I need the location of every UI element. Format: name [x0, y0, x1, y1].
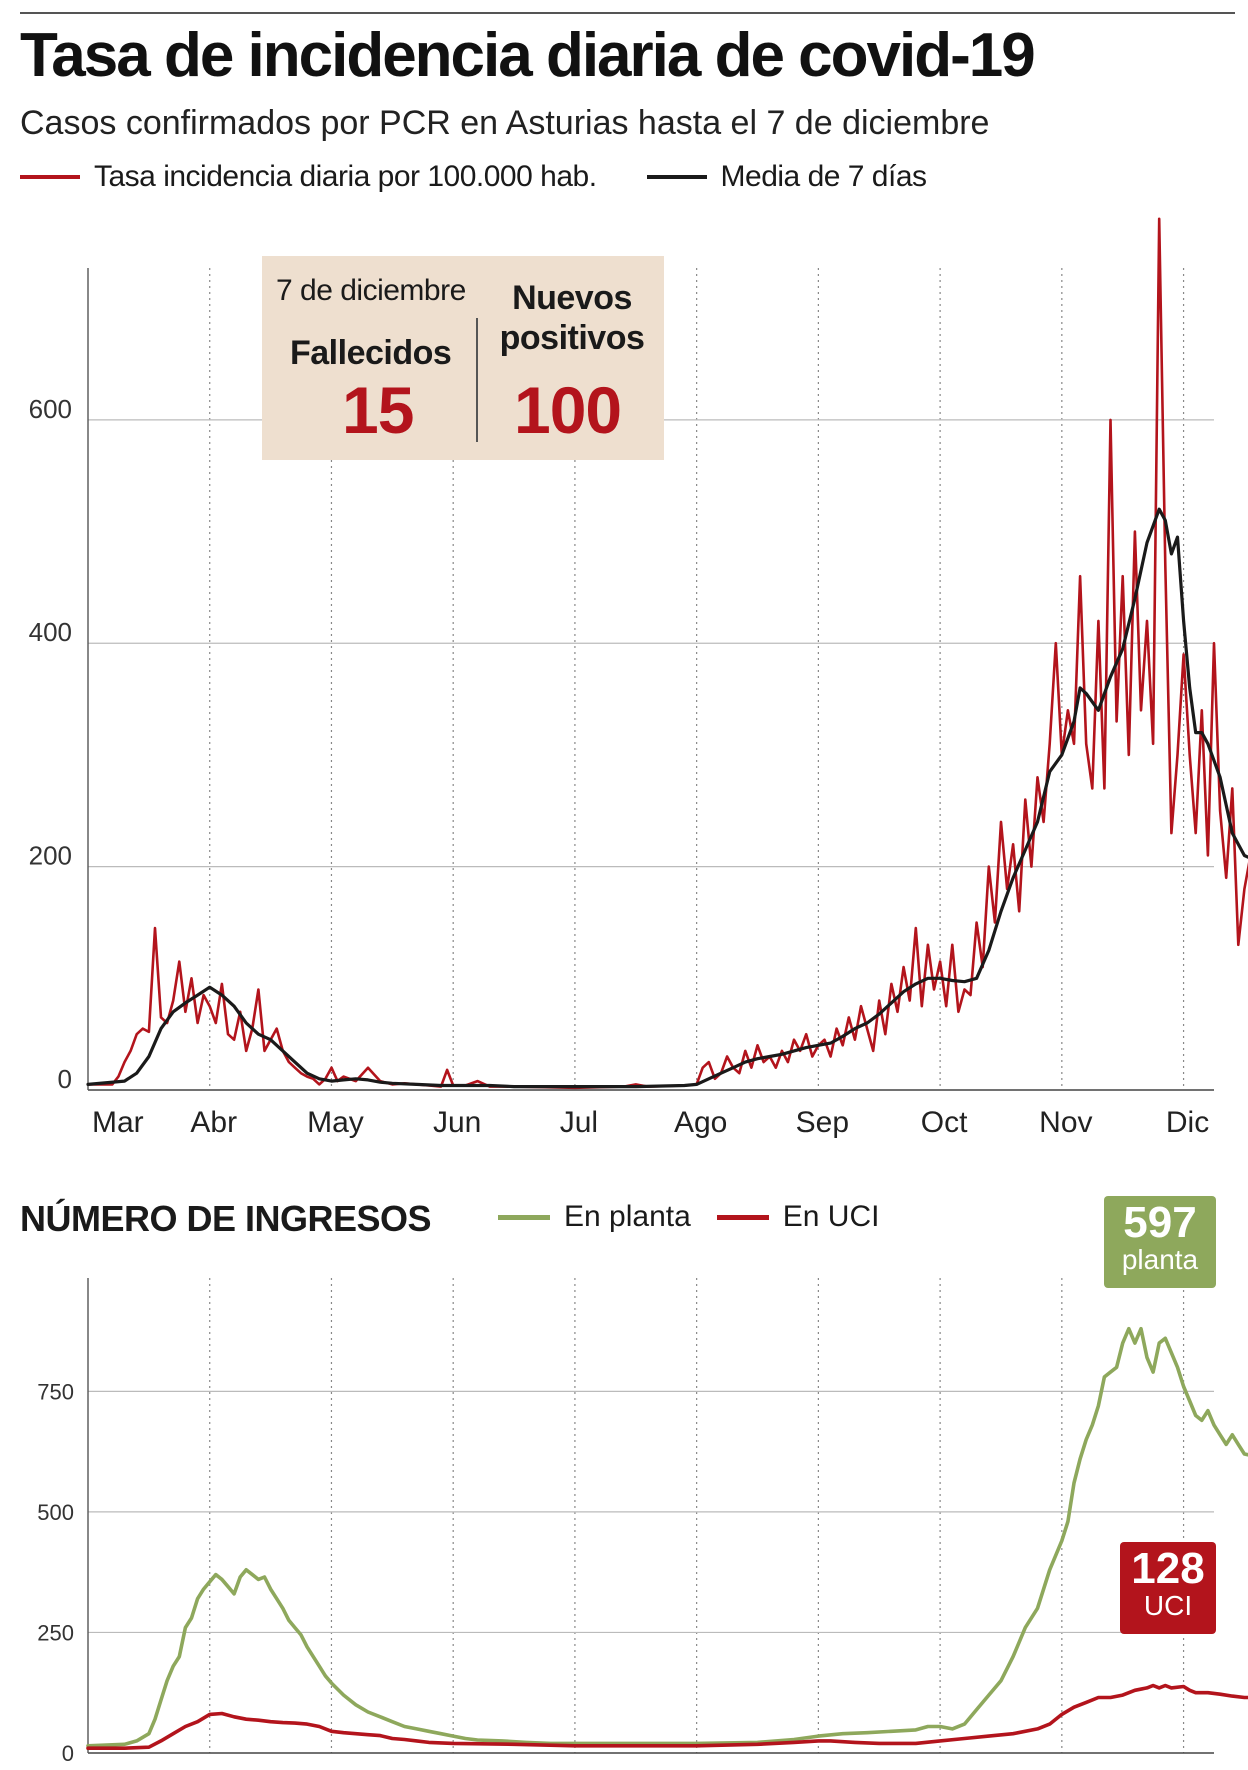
legend-swatch-red: [20, 175, 80, 179]
x-tick-label-month: Dic: [1166, 1106, 1209, 1139]
uci-callout-value: 128: [1131, 1544, 1205, 1593]
x-tick-label-month: Jul: [560, 1106, 598, 1139]
y-tick-label: 750: [37, 1379, 74, 1404]
y-tick-label: 600: [29, 394, 72, 424]
x-tick-label-month: Nov: [1039, 1106, 1092, 1139]
legend-swatch-red-uci: [716, 1214, 769, 1220]
legend-label-7day-average: Media de 7 días: [720, 160, 927, 193]
legend-item-daily-rate: Tasa incidencia diaria por 100.000 hab.: [20, 160, 597, 194]
legend-label-daily-rate: Tasa incidencia diaria por 100.000 hab.: [94, 160, 597, 193]
y-tick-label: 500: [37, 1500, 74, 1525]
y-tick-label: 400: [29, 617, 72, 647]
y-tick-label: 250: [37, 1620, 74, 1645]
uci-callout-label: UCI: [1143, 1590, 1193, 1622]
x-tick-label-month: May: [307, 1106, 364, 1139]
x-tick-label-month: Abr: [190, 1106, 237, 1139]
planta-callout-label: planta: [1121, 1244, 1199, 1276]
admissions-title: NÚMERO DE INGRESOS: [20, 1198, 432, 1239]
x-tick-label-month: Jun: [433, 1106, 481, 1139]
legend-item-planta: En planta: [498, 1200, 691, 1234]
legend-swatch-green: [498, 1214, 550, 1220]
legend-item-uci: En UCI: [716, 1200, 880, 1234]
legend-item-7day-average: Media de 7 días: [646, 160, 927, 194]
legend-swatch-black: [646, 175, 707, 179]
y-tick-label: 0: [62, 1741, 74, 1766]
series-line-tasa-incidencia-diaria-por-100-000-hab-: [86, 217, 1248, 1090]
series-line-en-uci: [86, 1683, 1248, 1750]
legend-label-planta: En planta: [564, 1200, 691, 1233]
planta-callout: 597 planta: [1104, 1196, 1216, 1288]
info-date: 7 de diciembre: [276, 274, 466, 307]
y-tick-label: 0: [58, 1064, 72, 1094]
x-tick-label-month: Ago: [674, 1106, 727, 1139]
admissions-legend: En planta En UCI: [498, 1200, 905, 1234]
uci-callout: 128 UCI: [1120, 1542, 1216, 1634]
chart-subtitle: Casos confirmados por PCR en Asturias ha…: [20, 104, 990, 142]
x-tick-label-month: Mar: [92, 1106, 144, 1139]
x-tick-label-month: Sep: [796, 1106, 849, 1139]
series-line-en-planta: [86, 1326, 1248, 1748]
legend-label-uci: En UCI: [782, 1200, 880, 1233]
chart-title: Tasa de incidencia diaria de covid-19: [20, 21, 1036, 90]
info-box: 7 de diciembre Fallecidos 15 Nuevos posi…: [262, 256, 664, 460]
new-cases-value: 100: [514, 373, 622, 447]
deaths-value: 15: [342, 373, 414, 447]
planta-callout-value: 597: [1123, 1198, 1197, 1247]
info-divider: [476, 318, 478, 442]
top-rule: [20, 12, 1235, 14]
series-line-media-de-7-d-as: [86, 507, 1248, 1089]
new-cases-label: Nuevos positivos: [499, 279, 645, 358]
y-tick-label: 200: [29, 841, 72, 871]
x-tick-label-month: Oct: [921, 1106, 968, 1139]
incidence-legend: Tasa incidencia diaria por 100.000 hab. …: [20, 160, 977, 194]
deaths-label: Fallecidos: [290, 334, 452, 372]
